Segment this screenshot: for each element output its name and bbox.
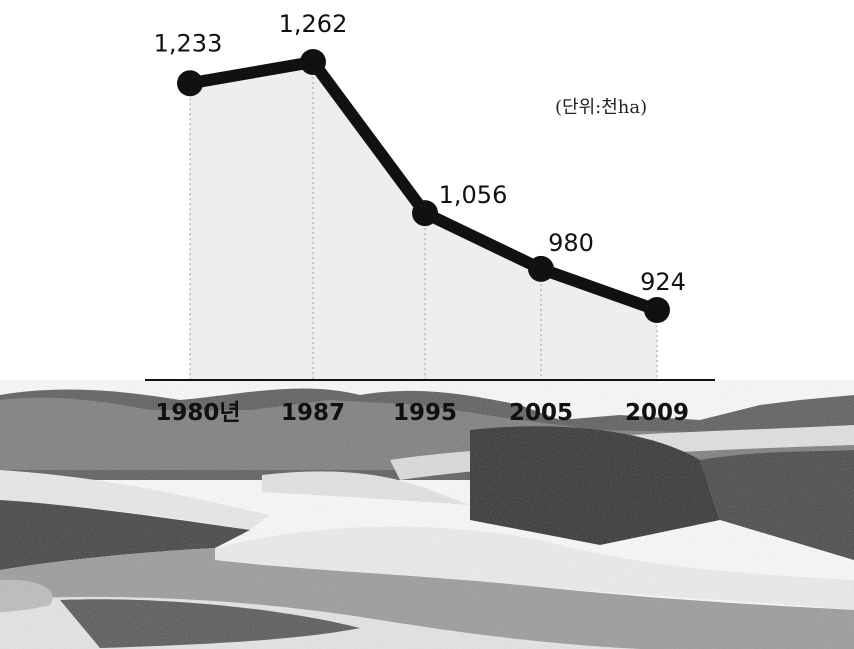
value-labels: 1,233 1,262 1,056 980 924	[154, 10, 686, 296]
unit-label: (단위:천ha)	[555, 97, 647, 118]
x-tick-labels: 1980년 1987 1995 2005 2009	[155, 400, 689, 426]
data-label: 1,056	[439, 181, 508, 209]
data-point	[528, 255, 554, 282]
x-tick-label: 2009	[625, 400, 689, 426]
x-tick-label: 1995	[393, 400, 457, 426]
data-point	[300, 49, 326, 75]
data-label: 980	[548, 229, 594, 257]
data-point	[177, 70, 203, 97]
data-points	[177, 49, 670, 323]
data-label: 1,262	[279, 10, 348, 38]
x-tick-label: 1987	[281, 400, 345, 426]
data-label: 924	[640, 268, 686, 296]
x-tick-label: 1980년	[155, 400, 240, 426]
x-tick-label: 2005	[509, 400, 573, 426]
data-point	[644, 297, 670, 323]
data-label: 1,233	[154, 29, 223, 57]
data-point	[412, 200, 438, 227]
